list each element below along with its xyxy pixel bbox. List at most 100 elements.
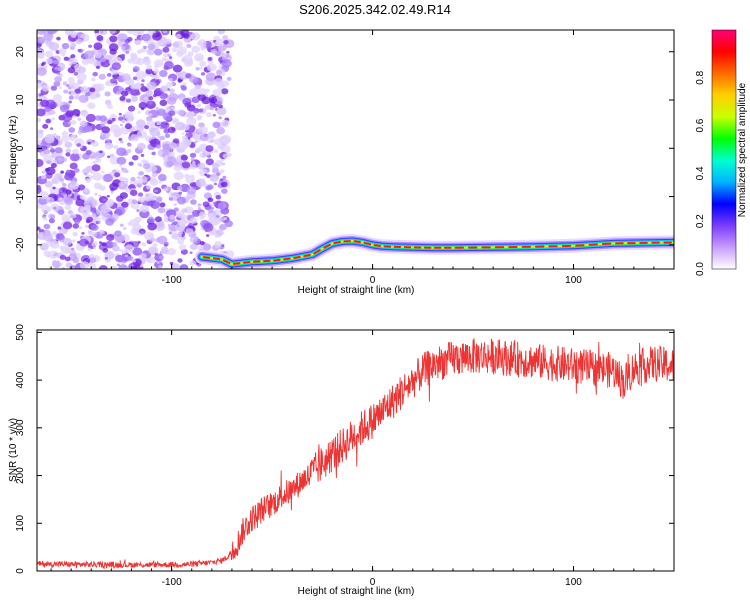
noise-speckle	[141, 79, 145, 83]
colorbar-tick-label: 0.2	[695, 214, 706, 228]
noise-speckle	[125, 114, 133, 121]
noise-speckle	[164, 243, 168, 247]
noise-speckle	[56, 72, 61, 75]
noise-speckle	[161, 57, 167, 62]
noise-speckle	[44, 180, 53, 188]
noise-speckle	[155, 107, 159, 110]
noise-speckle	[92, 71, 98, 77]
noise-speckle	[205, 111, 213, 118]
noise-speckle	[169, 88, 175, 94]
noise-speckle	[92, 160, 97, 165]
noise-speckle	[89, 87, 96, 93]
noise-speckle	[121, 53, 126, 57]
noise-speckle	[142, 163, 151, 170]
noise-speckle	[178, 191, 183, 195]
noise-speckle	[181, 208, 188, 213]
noise-speckle	[76, 113, 80, 117]
noise-speckle	[189, 236, 198, 244]
noise-speckle	[94, 52, 102, 59]
colorbar-tick-label: 0.4	[695, 166, 706, 180]
noise-speckle	[37, 67, 47, 76]
ridge-peak	[283, 257, 291, 261]
noise-speckle	[103, 173, 114, 183]
noise-speckle	[156, 108, 166, 116]
frequency-ridge	[194, 234, 674, 269]
noise-speckle	[68, 81, 76, 88]
noise-speckle	[119, 223, 124, 227]
noise-speckle	[139, 176, 148, 183]
ridge-peak	[303, 253, 311, 258]
noise-speckle	[200, 47, 205, 51]
noise-speckle	[41, 84, 50, 92]
noise-speckle	[116, 91, 121, 95]
ridge-peak	[242, 261, 251, 264]
noise-speckle	[100, 57, 107, 63]
noise-speckle	[58, 47, 67, 55]
noise-speckle	[58, 73, 63, 77]
noise-speckle	[145, 90, 153, 96]
noise-speckle	[121, 168, 128, 174]
noise-speckle	[50, 163, 57, 169]
noise-speckle	[63, 196, 73, 204]
noise-speckle	[119, 176, 124, 181]
noise-speckle	[172, 138, 180, 144]
noise-speckle	[210, 48, 217, 55]
noise-speckle	[149, 178, 159, 186]
noise-speckle	[91, 212, 96, 216]
ridge-peak	[313, 249, 321, 255]
noise-speckle	[137, 162, 142, 167]
ridge-peak	[353, 240, 362, 244]
noise-speckle	[190, 32, 201, 41]
noise-speckle	[173, 164, 182, 172]
noise-speckle	[213, 182, 217, 186]
noise-speckle	[197, 204, 202, 208]
noise-speckle	[52, 93, 63, 102]
noise-speckle	[119, 255, 129, 263]
noise-speckle	[157, 135, 161, 139]
noise-speckle	[207, 137, 215, 144]
noise-speckle	[116, 156, 127, 165]
noise-speckle	[159, 93, 167, 100]
noise-speckle	[209, 106, 215, 111]
noise-speckle	[50, 85, 58, 91]
spectrogram-x-label: Height of straight line (km)	[298, 285, 415, 296]
noise-speckle	[43, 223, 51, 230]
noise-speckle	[195, 66, 200, 71]
noise-speckle	[76, 72, 87, 82]
noise-speckle	[216, 100, 223, 106]
noise-speckle	[77, 48, 82, 53]
noise-speckle	[131, 56, 141, 65]
noise-speckle	[200, 245, 204, 248]
noise-speckle	[42, 61, 46, 65]
noise-speckle	[188, 115, 194, 120]
noise-speckle	[143, 45, 147, 49]
noise-speckle	[123, 227, 127, 230]
noise-speckle	[43, 106, 51, 112]
noise-speckle	[68, 91, 72, 94]
noise-speckle	[93, 182, 102, 190]
noise-speckle	[215, 194, 222, 200]
noise-speckle	[79, 194, 86, 200]
noise-speckle	[46, 208, 51, 212]
noise-speckle	[104, 256, 108, 260]
noise-speckle	[66, 169, 71, 174]
noise-speckle	[166, 96, 177, 105]
noise-speckle	[109, 48, 117, 55]
y-tick-label: 100	[15, 514, 26, 531]
noise-speckle	[137, 196, 146, 203]
noise-speckle	[74, 88, 81, 94]
noise-speckle	[177, 79, 183, 83]
noise-speckle	[216, 172, 221, 176]
noise-speckle	[72, 223, 79, 229]
noise-speckle	[147, 43, 156, 50]
noise-speckle	[136, 183, 142, 188]
noise-speckle	[37, 93, 40, 97]
noise-speckle	[84, 224, 89, 228]
noise-speckle	[168, 197, 173, 201]
noise-speckle	[131, 96, 139, 102]
noise-speckle	[51, 117, 55, 121]
noise-speckle	[132, 76, 138, 81]
noise-speckle	[58, 197, 62, 201]
noise-speckle	[165, 38, 172, 45]
noise-speckle	[221, 188, 228, 194]
